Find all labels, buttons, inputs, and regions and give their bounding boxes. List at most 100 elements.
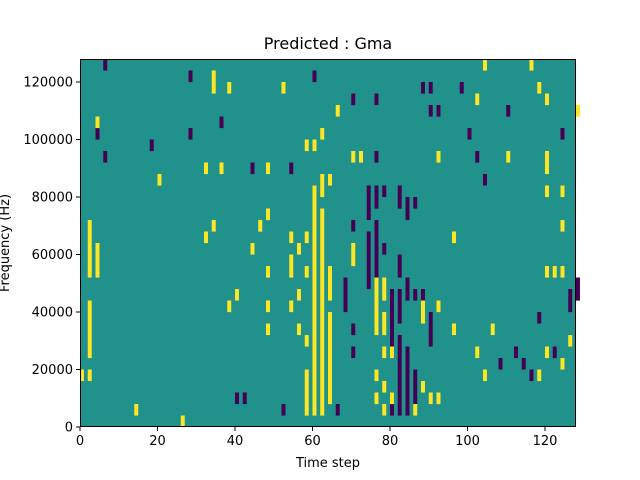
high-value-cell [351, 243, 356, 255]
high-value-cell [545, 151, 549, 163]
high-value-cell [390, 392, 394, 405]
low-value-cell [405, 369, 410, 382]
high-value-cell [328, 266, 332, 278]
y-tick-label: 0 [65, 421, 73, 436]
high-value-cell [328, 289, 332, 301]
high-value-cell [374, 369, 379, 382]
high-value-cell [211, 82, 216, 94]
high-value-cell [211, 220, 216, 232]
high-value-cell [266, 323, 270, 336]
high-value-cell [328, 277, 332, 290]
high-value-cell [382, 289, 387, 301]
high-value-cell [545, 346, 549, 359]
low-value-cell [529, 369, 534, 382]
high-value-cell [421, 300, 425, 313]
low-value-cell [405, 358, 410, 370]
high-value-cell [312, 277, 317, 290]
high-value-cell [304, 392, 309, 405]
low-value-cell [428, 105, 433, 117]
high-value-cell [87, 254, 92, 267]
chart-title: Predicted : Gma [264, 34, 392, 53]
low-value-cell [366, 277, 371, 290]
high-value-cell [297, 323, 301, 336]
low-value-cell [188, 128, 193, 140]
low-value-cell [366, 197, 371, 209]
high-value-cell [134, 404, 139, 416]
low-value-cell [289, 162, 294, 175]
high-value-cell [545, 162, 549, 175]
high-value-cell [374, 289, 379, 301]
high-value-cell [320, 243, 325, 255]
low-value-cell [390, 289, 394, 301]
low-value-cell [405, 197, 410, 209]
high-value-cell [235, 289, 239, 301]
high-value-cell [413, 404, 418, 416]
low-value-cell [366, 231, 371, 244]
low-value-cell [413, 289, 418, 301]
low-value-cell [397, 312, 402, 324]
low-value-cell [397, 300, 402, 313]
high-value-cell [335, 105, 340, 117]
high-value-cell [250, 243, 255, 255]
high-value-cell [382, 404, 387, 416]
low-value-cell [390, 300, 394, 313]
high-value-cell [304, 335, 309, 347]
y-tick-label: 120000 [23, 76, 73, 91]
high-value-cell [537, 82, 542, 94]
high-value-cell [320, 289, 325, 301]
low-value-cell [514, 346, 518, 359]
y-tick-label: 60000 [32, 248, 73, 263]
low-value-cell [351, 346, 356, 359]
high-value-cell [560, 266, 565, 278]
low-value-cell [475, 151, 480, 163]
high-value-cell [87, 243, 92, 255]
x-tick-label: 20 [149, 434, 166, 449]
high-value-cell [297, 243, 301, 255]
high-value-cell [312, 197, 317, 209]
low-value-cell [405, 404, 410, 416]
high-value-cell [475, 346, 480, 359]
high-value-cell [219, 162, 224, 175]
low-value-cell [421, 82, 425, 94]
low-value-cell [413, 381, 418, 393]
high-value-cell [382, 381, 387, 393]
low-value-cell [436, 105, 441, 117]
high-value-cell [560, 185, 565, 198]
low-value-cell [103, 59, 108, 71]
high-value-cell [374, 323, 379, 336]
high-value-cell [483, 369, 487, 382]
high-value-cell [475, 93, 480, 106]
low-value-cell [188, 70, 193, 83]
low-value-cell [397, 369, 402, 382]
low-value-cell [405, 346, 410, 359]
y-tick-label: 40000 [32, 306, 73, 321]
high-value-cell [320, 300, 325, 313]
high-value-cell [312, 381, 317, 393]
high-value-cell [320, 335, 325, 347]
high-value-cell [568, 335, 573, 347]
low-value-cell [576, 289, 580, 301]
x-axis: 0 20 40 60 80 100 120 [76, 427, 558, 449]
x-tick-label: 100 [455, 434, 480, 449]
low-value-cell [343, 289, 348, 301]
high-value-cell [211, 70, 216, 83]
high-value-cell [436, 300, 441, 313]
high-value-cell [320, 174, 325, 186]
low-value-cell [405, 277, 410, 290]
high-value-cell [320, 346, 325, 359]
low-value-cell [312, 70, 317, 83]
high-value-cell [483, 59, 487, 71]
x-tick-label: 40 [227, 434, 244, 449]
x-tick-label: 120 [533, 434, 558, 449]
low-value-cell [343, 300, 348, 313]
high-value-cell [297, 289, 301, 301]
high-value-cell [289, 300, 294, 313]
high-value-cell [312, 231, 317, 244]
high-value-cell [576, 105, 580, 117]
high-value-cell [289, 266, 294, 278]
high-value-cell [374, 392, 379, 405]
low-value-cell [374, 266, 379, 278]
high-value-cell [351, 254, 356, 267]
high-value-cell [312, 185, 317, 198]
high-value-cell [312, 139, 317, 152]
